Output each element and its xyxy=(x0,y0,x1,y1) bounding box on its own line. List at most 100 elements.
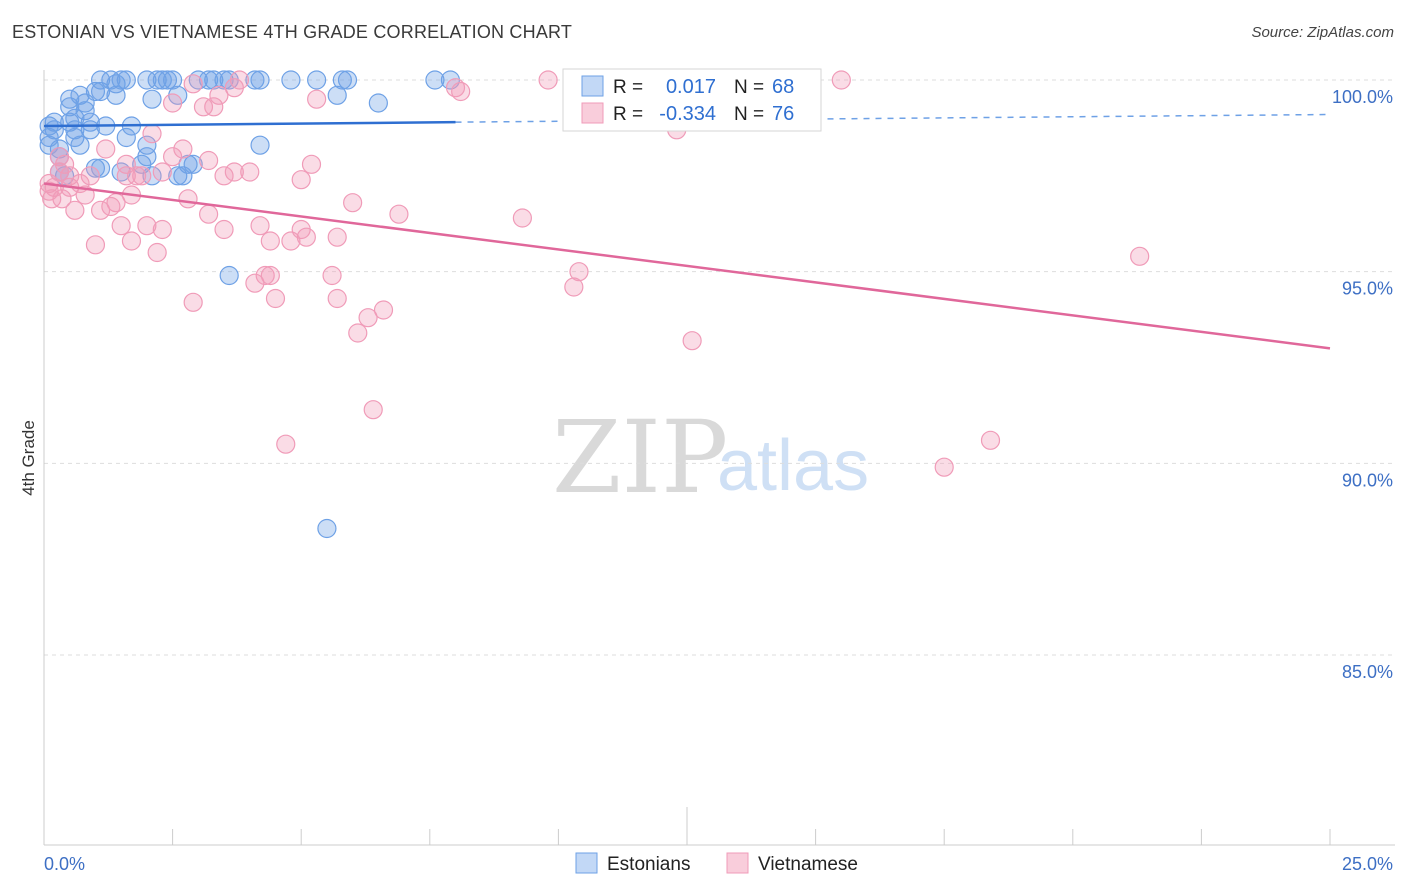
vietnamese-point xyxy=(358,308,378,328)
vietnamese-point xyxy=(163,93,183,113)
vietnamese-point xyxy=(152,219,172,240)
legend-n-value-2: 76 xyxy=(772,103,794,125)
estonians-point xyxy=(75,101,95,121)
estonians-point xyxy=(327,85,347,105)
estonians-point xyxy=(332,70,352,90)
y-tick-labels: 100.0% 95.0% 90.0% 85.0% xyxy=(1332,87,1393,682)
vietnamese-point xyxy=(132,166,152,186)
estonians-point xyxy=(137,147,157,167)
estonians-point xyxy=(245,70,265,90)
estonians-point xyxy=(317,518,337,539)
estonians-point xyxy=(90,158,111,178)
estonians-point xyxy=(142,89,162,109)
vietnamese-point xyxy=(173,139,193,159)
vietnamese-point xyxy=(564,277,584,297)
vietnamese-point xyxy=(512,208,532,228)
estonians-point xyxy=(425,70,445,90)
vietnamese-point xyxy=(348,323,368,343)
estonians-point xyxy=(65,108,85,128)
legend-r-value-1: 0.017 xyxy=(666,76,716,98)
source-label: Source: ZipAtlas.com xyxy=(1251,24,1394,41)
legend-r-label-2: R = xyxy=(613,104,643,125)
vietnamese-point xyxy=(199,150,219,171)
vietnamese-point xyxy=(204,97,224,117)
legend-swatch-estonians xyxy=(581,75,604,97)
estonians-point xyxy=(60,89,80,109)
vietnamese-point xyxy=(101,196,121,217)
vietnamese-point xyxy=(445,78,466,98)
estonians-point xyxy=(147,70,167,90)
vietnamese-point xyxy=(85,235,106,255)
correlation-legend: R = 0.017 N = 68 R = -0.334 N = 76 xyxy=(562,68,822,132)
vietnamese-point xyxy=(199,204,219,224)
vietnamese-point xyxy=(255,265,275,286)
vietnamese-point xyxy=(126,166,147,186)
estonians-point xyxy=(250,135,270,155)
estonians-point xyxy=(281,70,301,90)
vietnamese-point xyxy=(229,70,250,90)
estonians-point xyxy=(90,70,111,90)
bottom-legend-swatch-vietnamese xyxy=(726,852,749,874)
legend-n-label-1: N = xyxy=(734,77,764,98)
vietnamese-point xyxy=(1130,246,1150,266)
estonians-point xyxy=(142,166,162,186)
estonians-point xyxy=(219,265,239,286)
vietnamese-point xyxy=(296,227,316,247)
vietnamese-point xyxy=(209,85,229,105)
estonians-point xyxy=(163,70,183,90)
vietnamese-point xyxy=(60,166,80,186)
vietnamese-point xyxy=(250,216,270,236)
vietnamese-point xyxy=(80,166,100,186)
estonians-point xyxy=(157,70,178,90)
vietnamese-point xyxy=(245,273,265,293)
legend-n-value-1: 68 xyxy=(772,76,794,98)
vietnamese-point xyxy=(49,147,70,167)
legend-n-label-2: N = xyxy=(734,104,764,125)
vietnamese-point xyxy=(327,227,347,247)
vietnamese-point xyxy=(111,216,131,236)
estonians-point xyxy=(368,93,388,113)
estonians-point xyxy=(214,70,234,90)
estonians-point xyxy=(111,70,131,90)
estonians-point xyxy=(178,154,198,174)
estonians-point xyxy=(152,70,172,90)
vietnamese-point xyxy=(265,288,286,309)
vietnamese-point xyxy=(52,189,72,209)
vietnamese-point xyxy=(214,219,234,240)
vietnamese-point xyxy=(260,265,280,286)
estonians-point xyxy=(188,70,208,90)
y-tick-label: 90.0% xyxy=(1342,470,1393,490)
estonians-point xyxy=(204,70,224,90)
vietnamese-point xyxy=(163,147,183,167)
vietnamese-point xyxy=(276,434,296,454)
vietnamese-point xyxy=(389,204,409,224)
vietnamese-point xyxy=(42,189,62,209)
vietnamese-point xyxy=(90,200,111,220)
vietnamese-point xyxy=(96,139,116,159)
vietnamese-point xyxy=(240,162,260,182)
bottom-legend-vietnamese: Vietnamese xyxy=(758,854,858,875)
chart-title: ESTONIAN VS VIETNAMESE 4TH GRADE CORRELA… xyxy=(12,22,573,42)
vietnamese-point xyxy=(193,97,214,117)
vietnamese-point xyxy=(327,288,347,309)
vietnamese-point xyxy=(183,292,203,312)
estonians-point xyxy=(101,70,121,90)
estonians-point xyxy=(85,81,106,102)
estonians-points xyxy=(39,70,460,539)
estonians-trend-line xyxy=(43,120,456,128)
vietnamese-point xyxy=(569,262,589,282)
legend-frame xyxy=(562,68,822,132)
estonians-point xyxy=(199,70,219,90)
bottom-legend-swatch-estonians xyxy=(575,852,598,874)
estonians-point xyxy=(49,139,70,159)
estonians-point xyxy=(250,70,270,90)
vietnamese-point xyxy=(147,242,167,263)
vietnamese-point xyxy=(214,166,234,186)
series-legend: Estonians Vietnamese xyxy=(575,852,858,875)
vietnamese-point xyxy=(152,162,172,182)
vietnamese-point xyxy=(121,231,142,251)
vietnamese-point xyxy=(44,177,64,197)
estonians-point xyxy=(183,154,203,174)
x-tick-label-max: 25.0% xyxy=(1342,854,1393,874)
